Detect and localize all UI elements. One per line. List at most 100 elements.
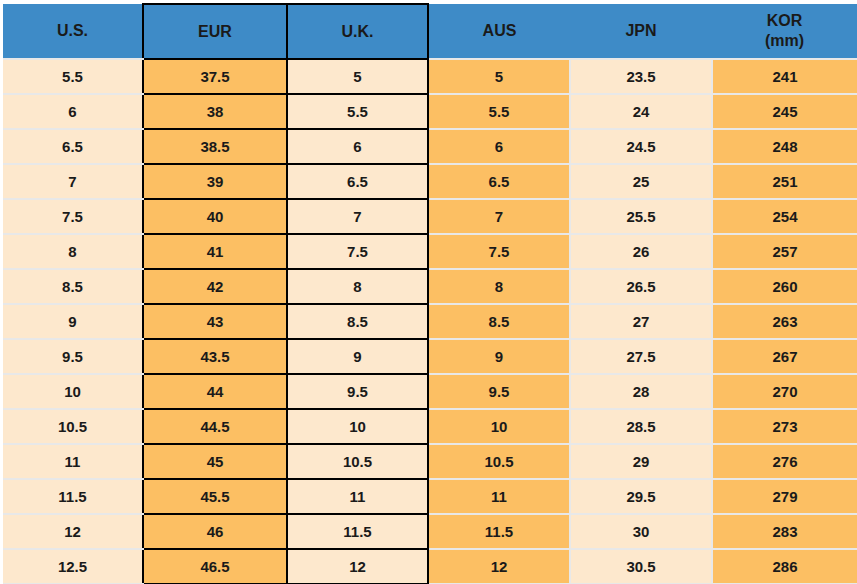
table-cell-jpn: 28 [570,374,712,409]
table-cell-aus: 7.5 [428,234,570,269]
table-cell-aus: 9.5 [428,374,570,409]
table-cell-eur: 38 [143,94,287,129]
table-cell-kor: 260 [712,269,857,304]
header-label-eur: EUR [144,22,286,42]
table-cell-kor: 241 [712,59,857,94]
header-sublabel-kor: (mm) [712,31,857,51]
table-cell-jpn: 23.5 [570,59,712,94]
table-cell-kor: 263 [712,304,857,339]
table-cell-uk: 5.5 [287,94,428,129]
table-cell-jpn: 29.5 [570,479,712,514]
table-cell-jpn: 28.5 [570,409,712,444]
table-cell-eur: 45 [143,444,287,479]
table-row: 12.546.5121230.5286 [3,549,857,584]
table-cell-uk: 7 [287,199,428,234]
table-cell-aus: 7 [428,199,570,234]
table-cell-aus: 6.5 [428,164,570,199]
table-cell-aus: 9 [428,339,570,374]
header-cell-eur: EUR [143,4,287,59]
table-cell-kor: 248 [712,129,857,164]
table-cell-us: 11.5 [3,479,143,514]
table-cell-uk: 9.5 [287,374,428,409]
header-label-uk: U.K. [288,22,427,42]
table-cell-uk: 6.5 [287,164,428,199]
table-cell-uk: 8 [287,269,428,304]
table-row: 10.544.5101028.5273 [3,409,857,444]
table-cell-kor: 257 [712,234,857,269]
table-cell-aus: 11 [428,479,570,514]
table-cell-us: 5.5 [3,59,143,94]
table-cell-uk: 11.5 [287,514,428,549]
table-cell-kor: 254 [712,199,857,234]
table-cell-eur: 40 [143,199,287,234]
table-cell-kor: 270 [712,374,857,409]
table-row: 6385.55.524245 [3,94,857,129]
table-cell-eur: 46 [143,514,287,549]
header-label-us: U.S. [3,21,142,41]
table-cell-aus: 10.5 [428,444,570,479]
table-cell-us: 12.5 [3,549,143,584]
table-cell-eur: 44.5 [143,409,287,444]
table-cell-aus: 8.5 [428,304,570,339]
table-cell-eur: 45.5 [143,479,287,514]
table-cell-eur: 43 [143,304,287,339]
table-cell-uk: 11 [287,479,428,514]
table-cell-us: 9.5 [3,339,143,374]
table-cell-aus: 11.5 [428,514,570,549]
header-cell-kor: KOR(mm) [712,4,857,59]
shoe-size-conversion-table: U.S.EURU.K.AUSJPNKOR(mm) 5.537.55523.524… [3,3,857,584]
table-cell-jpn: 26 [570,234,712,269]
table-cell-kor: 273 [712,409,857,444]
table-cell-eur: 39 [143,164,287,199]
table-cell-eur: 44 [143,374,287,409]
table-cell-us: 6.5 [3,129,143,164]
table-cell-uk: 12 [287,549,428,584]
header-label-aus: AUS [429,21,570,41]
table-cell-uk: 9 [287,339,428,374]
table-cell-jpn: 25 [570,164,712,199]
table-row: 9.543.59927.5267 [3,339,857,374]
table-cell-kor: 283 [712,514,857,549]
table-cell-us: 10 [3,374,143,409]
shoe-size-conversion-table-page: U.S.EURU.K.AUSJPNKOR(mm) 5.537.55523.524… [0,0,857,584]
table-cell-aus: 10 [428,409,570,444]
header-cell-aus: AUS [428,4,570,59]
table-cell-jpn: 25.5 [570,199,712,234]
table-cell-kor: 267 [712,339,857,374]
table-cell-uk: 10 [287,409,428,444]
table-cell-us: 8.5 [3,269,143,304]
table-cell-uk: 5 [287,59,428,94]
table-row: 5.537.55523.5241 [3,59,857,94]
table-cell-jpn: 30 [570,514,712,549]
table-cell-jpn: 24.5 [570,129,712,164]
table-cell-eur: 42 [143,269,287,304]
table-row: 8417.57.526257 [3,234,857,269]
table-cell-jpn: 24 [570,94,712,129]
table-cell-jpn: 26.5 [570,269,712,304]
table-cell-kor: 279 [712,479,857,514]
table-cell-kor: 276 [712,444,857,479]
table-cell-jpn: 27.5 [570,339,712,374]
header-cell-us: U.S. [3,4,143,59]
table-cell-uk: 7.5 [287,234,428,269]
table-header-row: U.S.EURU.K.AUSJPNKOR(mm) [3,4,857,59]
table-cell-kor: 245 [712,94,857,129]
table-cell-kor: 286 [712,549,857,584]
header-label-jpn: JPN [570,21,712,41]
table-cell-aus: 5.5 [428,94,570,129]
table-cell-uk: 6 [287,129,428,164]
table-cell-us: 9 [3,304,143,339]
table-row: 9438.58.527263 [3,304,857,339]
table-row: 7396.56.525251 [3,164,857,199]
table-cell-aus: 12 [428,549,570,584]
table-cell-eur: 37.5 [143,59,287,94]
table-row: 8.5428826.5260 [3,269,857,304]
table-cell-eur: 38.5 [143,129,287,164]
table-cell-us: 6 [3,94,143,129]
table-row: 11.545.5111129.5279 [3,479,857,514]
table-cell-aus: 8 [428,269,570,304]
table-cell-us: 7.5 [3,199,143,234]
table-row: 114510.510.529276 [3,444,857,479]
table-cell-jpn: 30.5 [570,549,712,584]
header-cell-jpn: JPN [570,4,712,59]
